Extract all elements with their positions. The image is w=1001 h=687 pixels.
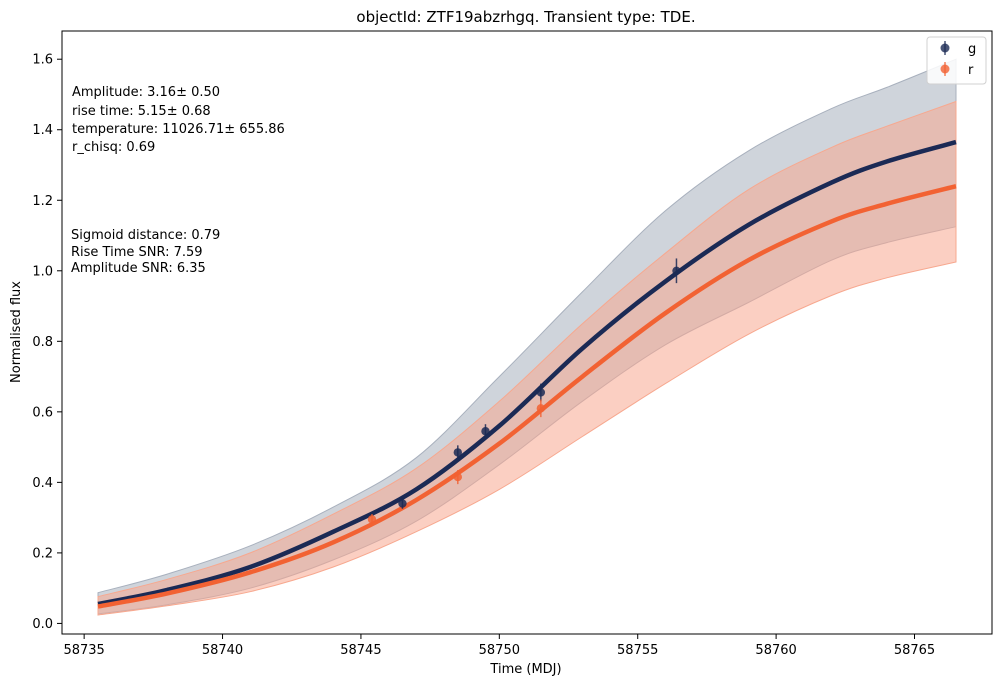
- y-tick-label: 0.8: [32, 335, 53, 350]
- x-tick-label: 58760: [755, 643, 796, 658]
- x-tick-label: 58755: [617, 643, 658, 658]
- x-tick-label: 58745: [340, 643, 381, 658]
- rise-time-snr-annotation: Rise Time SNR: 7.59: [71, 245, 203, 260]
- sigmoid-distance-annotation: Sigmoid distance: 0.79: [71, 228, 220, 243]
- data-point-r: [453, 472, 463, 482]
- legend-r-label: r: [968, 63, 974, 78]
- x-tick-label: 58750: [479, 643, 520, 658]
- plot-area-frame: [61, 30, 993, 635]
- x-tick-label: 58735: [63, 643, 104, 658]
- y-tick-label: 0.6: [32, 405, 53, 420]
- uncertainty-bands: [97, 58, 957, 616]
- x-axis-ticks: 58735 58740 58745 58750 58755 58760 58765: [63, 634, 935, 658]
- y-tick-label: 1.6: [32, 53, 53, 68]
- data-point-g: [481, 427, 490, 436]
- fit-curve-r: [97, 184, 957, 609]
- temperature-annotation: temperature: 11026.71± 655.86: [72, 122, 285, 137]
- y-tick-label: 1.4: [32, 123, 53, 138]
- data-point-g: [536, 388, 546, 397]
- rise-time-annotation: rise time: 5.15± 0.68: [72, 104, 211, 119]
- data-points: [367, 258, 681, 525]
- x-tick-label: 58740: [202, 643, 243, 658]
- data-point-g: [453, 448, 463, 457]
- data-point-g: [398, 499, 407, 508]
- y-axis-ticks: 0.0 0.2 0.4 0.6 0.8 1.0 1.2 1.4 1.6: [32, 53, 62, 632]
- data-point-g: [672, 266, 681, 275]
- y-axis-label: Normalised flux: [9, 281, 24, 383]
- legend-g-marker: [940, 43, 950, 53]
- x-axis-label: Time (MDJ): [489, 662, 561, 677]
- legend-g-label: g: [968, 42, 976, 57]
- amplitude-snr-annotation: Amplitude SNR: 6.35: [71, 261, 206, 276]
- y-tick-label: 1.0: [32, 264, 53, 279]
- amplitude-annotation: Amplitude: 3.16± 0.50: [72, 85, 220, 100]
- legend-box: [926, 36, 987, 85]
- y-tick-label: 1.2: [32, 194, 53, 209]
- x-tick-label: 58765: [894, 643, 935, 658]
- y-tick-label: 0.4: [32, 476, 53, 491]
- r-chisq-annotation: r_chisq: 0.69: [72, 140, 155, 155]
- legend: g r: [926, 36, 987, 85]
- fit-annotations: Amplitude: 3.16± 0.50 rise time: 5.15± 0…: [71, 85, 285, 276]
- data-point-r: [536, 404, 546, 413]
- y-tick-label: 0.2: [32, 546, 53, 561]
- y-tick-label: 0.0: [32, 617, 53, 632]
- legend-r-marker: [940, 64, 950, 74]
- chart-title: objectId: ZTF19abzrhgq. Transient type: …: [356, 8, 695, 26]
- band-g: [97, 58, 957, 615]
- data-point-r: [367, 515, 377, 524]
